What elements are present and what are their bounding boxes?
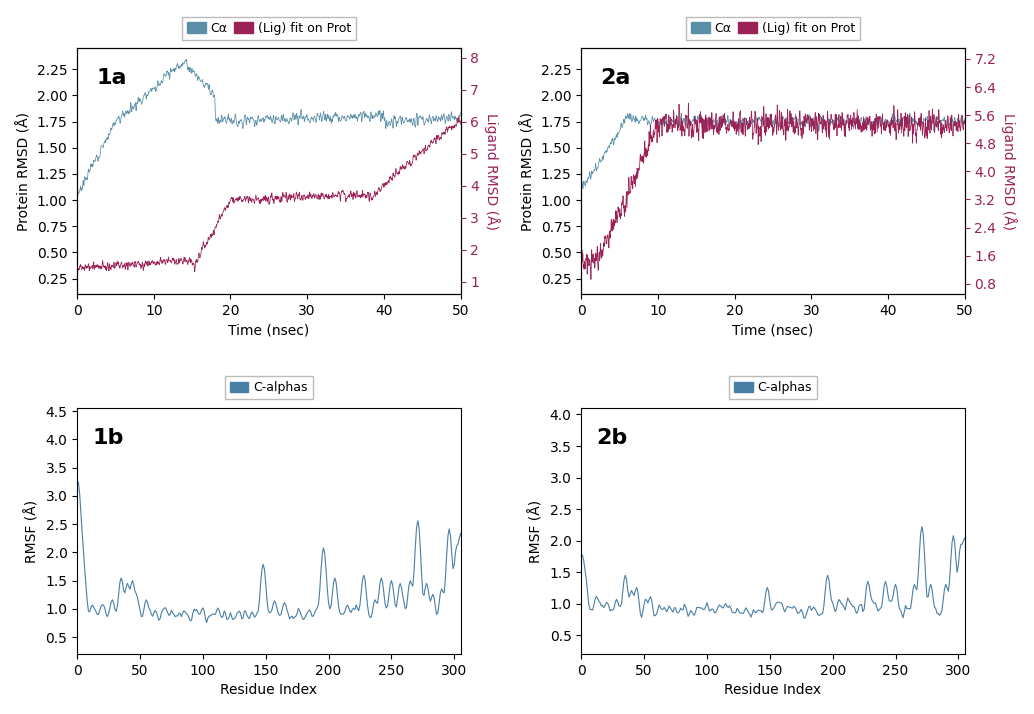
X-axis label: Residue Index: Residue Index: [220, 683, 317, 698]
Y-axis label: RMSF (Å): RMSF (Å): [529, 500, 544, 563]
Text: 2a: 2a: [601, 68, 631, 88]
Text: 2b: 2b: [597, 428, 628, 448]
Y-axis label: Protein RMSD (Å): Protein RMSD (Å): [521, 112, 536, 231]
X-axis label: Residue Index: Residue Index: [725, 683, 822, 698]
Y-axis label: Protein RMSD (Å): Protein RMSD (Å): [17, 112, 31, 231]
Legend: C-alphas: C-alphas: [224, 376, 313, 400]
Legend: Cα, (Lig) fit on Prot: Cα, (Lig) fit on Prot: [686, 16, 860, 40]
Legend: Cα, (Lig) fit on Prot: Cα, (Lig) fit on Prot: [182, 16, 356, 40]
Legend: C-alphas: C-alphas: [729, 376, 817, 400]
X-axis label: Time (nsec): Time (nsec): [732, 323, 814, 338]
Y-axis label: Ligand RMSD (Å): Ligand RMSD (Å): [484, 113, 500, 230]
Text: 1a: 1a: [96, 68, 127, 88]
Text: 1b: 1b: [92, 428, 124, 448]
X-axis label: Time (nsec): Time (nsec): [229, 323, 309, 338]
Y-axis label: RMSF (Å): RMSF (Å): [26, 500, 40, 563]
Y-axis label: Ligand RMSD (Å): Ligand RMSD (Å): [1001, 113, 1017, 230]
